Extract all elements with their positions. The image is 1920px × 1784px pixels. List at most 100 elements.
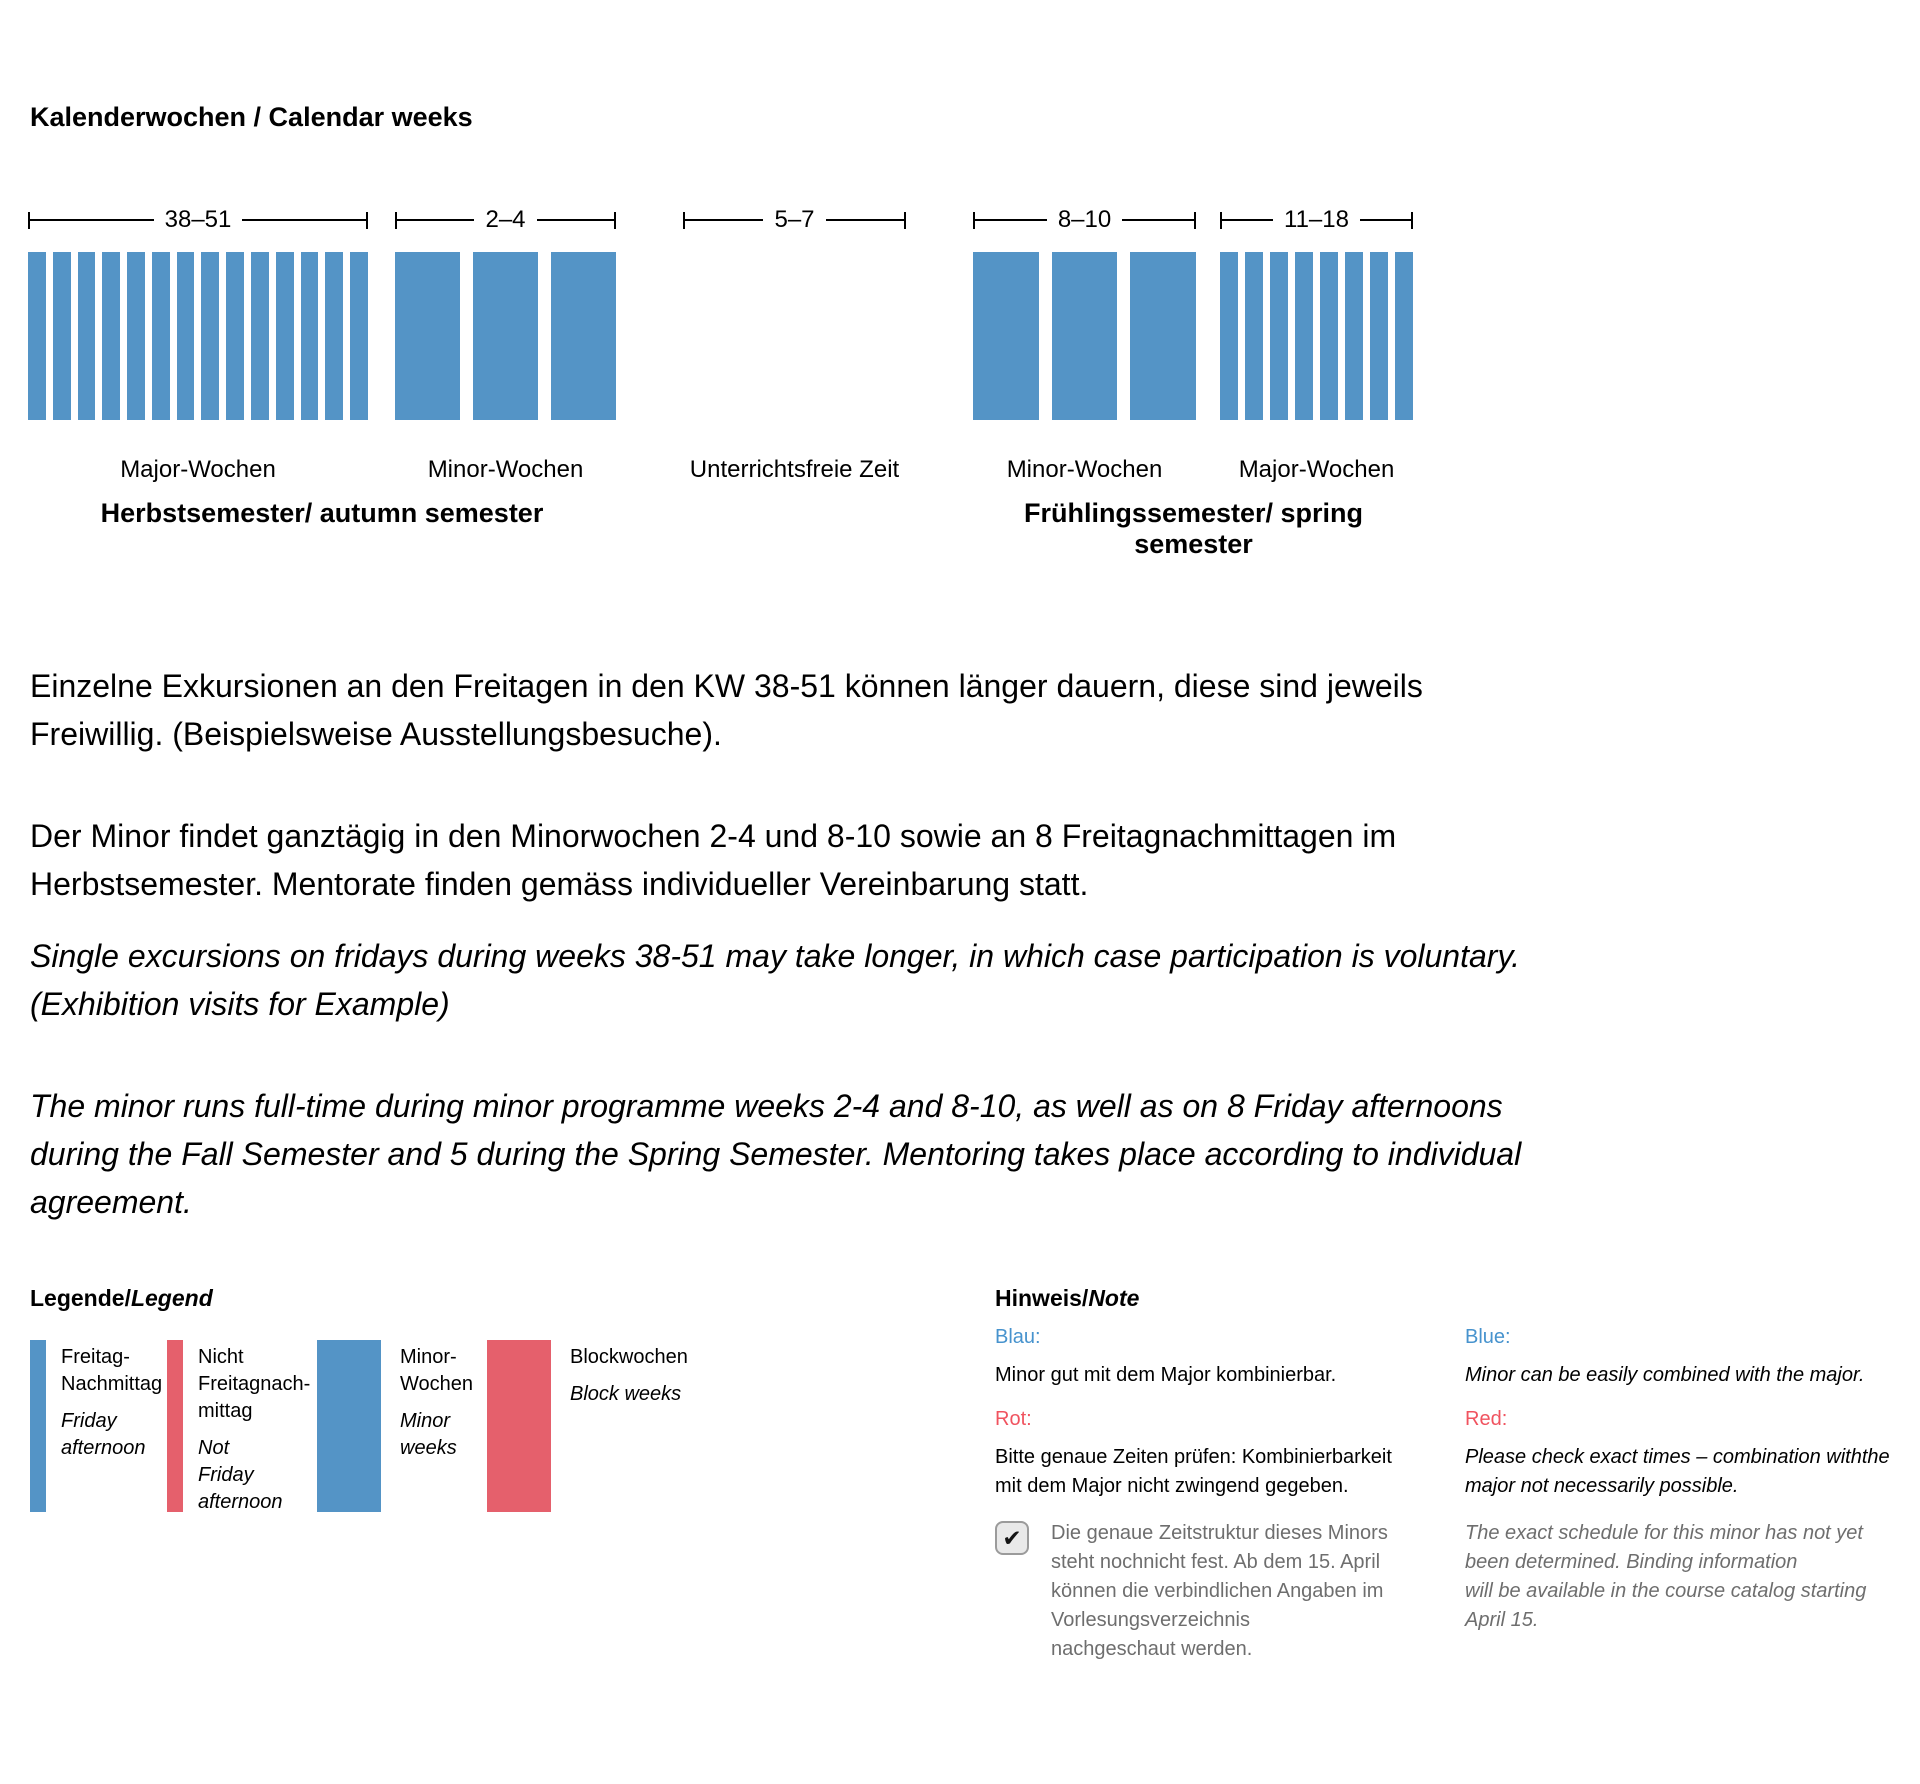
week-range-label: 11–18	[1284, 206, 1349, 233]
legend-label-en: Friday afternoon	[61, 1410, 146, 1459]
schedule-note-text-en: The exact schedule for this minor has no…	[1465, 1522, 1867, 1631]
paragraph-excursions-en: Single excursions on fridays during week…	[30, 938, 1520, 1022]
week-bar	[176, 252, 195, 420]
paragraph-excursions-de: Einzelne Exkursionen an den Freitagen in…	[30, 668, 1423, 752]
paragraph-minor-en: The minor runs full-time during minor pr…	[30, 1088, 1522, 1220]
week-bar	[52, 252, 71, 420]
group-2-4: 2–4 Minor-Wochen	[395, 206, 617, 484]
week-bar	[251, 252, 269, 420]
week-bar	[973, 252, 1039, 420]
semester-label-spring: Frühlingssemester/ spring semester	[1023, 498, 1364, 559]
legend-item-block-weeks: Blockwochen Block weeks	[487, 1340, 688, 1512]
bracket-tick-icon	[973, 211, 975, 229]
week-range-label: 8–10	[1057, 206, 1112, 233]
week-bar	[1295, 252, 1313, 420]
legend-title-en: Legend	[130, 1285, 213, 1311]
note-blau-label: Blau:	[995, 1326, 1041, 1348]
note-column-english: Blue: Minor can be easily combined with …	[1465, 1326, 1920, 1635]
note-blau-text: Minor gut mit dem Major kombinierbar.	[995, 1364, 1337, 1386]
group-38-51: 38–51 Major-Wochen	[28, 206, 368, 484]
group-type-label: Major-Wochen	[120, 456, 276, 483]
bracket-line	[1222, 219, 1274, 221]
week-bar	[127, 252, 145, 420]
week-range-label: 5–7	[774, 206, 815, 233]
bracket-line	[242, 219, 366, 221]
group-8-10: 8–10 Minor-Wochen	[973, 206, 1197, 484]
week-bar	[551, 252, 616, 420]
legend-title: Legende/Legend	[30, 1285, 213, 1312]
note-red-text: Please check exact times – combination w…	[1465, 1446, 1890, 1497]
legend-label-en: Minor weeks	[400, 1410, 457, 1459]
bracket-line	[30, 219, 154, 221]
note-blue-text: Minor can be easily combined with the ma…	[1465, 1364, 1865, 1386]
week-bar	[1270, 252, 1288, 420]
bracket-tick-icon	[1194, 211, 1197, 229]
bracket-line	[685, 219, 764, 221]
bracket-line	[397, 219, 475, 221]
week-bar	[1220, 252, 1238, 420]
semester-label-autumn: Herbstsemester/ autumn semester	[100, 498, 544, 528]
week-bars	[973, 252, 1197, 420]
note-rot-text: Bitte genaue Zeiten prüfen: Kombinierbar…	[995, 1446, 1392, 1497]
week-bar	[1051, 252, 1118, 420]
week-bar	[300, 252, 319, 420]
legend-swatch-block-weeks	[487, 1340, 551, 1512]
week-bar	[151, 252, 170, 420]
week-bar	[77, 252, 96, 420]
note-title-de: Hinweis/	[995, 1285, 1089, 1311]
week-bar	[28, 252, 46, 420]
week-bar	[325, 252, 344, 420]
week-bar	[1245, 252, 1263, 420]
group-type-label: Minor-Wochen	[1006, 456, 1163, 483]
legend-label-en: Block weeks	[570, 1383, 682, 1405]
week-bar	[102, 252, 121, 420]
legend-text: Blockwochen Block weeks	[570, 1340, 688, 1408]
week-bars	[395, 252, 616, 420]
bracket-tick-icon	[395, 211, 397, 229]
week-bar	[1320, 252, 1338, 420]
legend-label-en: Not Friday afternoon	[198, 1437, 283, 1513]
week-range-label: 2–4	[485, 206, 526, 233]
week-range-label: 38–51	[164, 206, 232, 233]
group-type-label: Major-Wochen	[1238, 456, 1395, 483]
legend-item-friday-afternoon: Freitag- Nachmittag Friday afternoon	[30, 1340, 162, 1512]
bracket-line	[975, 219, 1047, 221]
week-range-bracket: 5–7	[683, 206, 907, 234]
group-type-label: Minor-Wochen	[427, 456, 584, 483]
note-rot-label: Rot:	[995, 1408, 1032, 1430]
checkmark-icon: ✔	[1002, 1524, 1022, 1551]
bracket-tick-icon	[28, 211, 30, 229]
legend-swatch-friday-afternoon	[30, 1340, 46, 1512]
legend-label-de: Nicht Freitagnach- mittag	[198, 1346, 311, 1422]
week-bar	[1130, 252, 1197, 420]
bracket-line	[825, 219, 905, 221]
legend-text: Minor- Wochen Minor weeks	[400, 1340, 473, 1462]
legend-title-de: Legende/	[30, 1285, 131, 1311]
week-bar	[473, 252, 538, 420]
schedule-note-row: ✔ Die genaue Zeitstruktur dieses Minors …	[995, 1519, 1405, 1664]
bracket-tick-icon	[366, 211, 368, 229]
legend-item-not-friday-afternoon: Nicht Freitagnach- mittag Not Friday aft…	[167, 1340, 310, 1516]
week-bar	[1370, 252, 1388, 420]
group-type-label: Unterrichtsfreie Zeit	[689, 456, 900, 483]
legend-swatch-not-friday-afternoon	[167, 1340, 183, 1512]
note-title-en: Note	[1088, 1285, 1140, 1311]
legend-label-de: Blockwochen	[570, 1346, 688, 1368]
note-red-label: Red:	[1465, 1408, 1508, 1430]
bracket-tick-icon	[1220, 211, 1222, 229]
week-range-bracket: 38–51	[28, 206, 368, 234]
bracket-tick-icon	[1411, 211, 1413, 229]
group-5-7: 5–7 Unterrichtsfreie Zeit	[683, 206, 907, 484]
legend-text: Nicht Freitagnach- mittag Not Friday aft…	[198, 1340, 310, 1516]
week-range-bracket: 2–4	[395, 206, 617, 234]
bracket-tick-icon	[614, 211, 617, 229]
week-bar	[1345, 252, 1363, 420]
bracket-tick-icon	[904, 211, 907, 229]
week-bars	[683, 252, 906, 420]
week-bar	[226, 252, 245, 420]
schedule-undetermined-checkbox[interactable]: ✔	[995, 1521, 1029, 1555]
legend-item-minor-weeks: Minor- Wochen Minor weeks	[317, 1340, 473, 1512]
legend-swatch-minor-weeks	[317, 1340, 381, 1512]
bracket-tick-icon	[683, 211, 685, 229]
